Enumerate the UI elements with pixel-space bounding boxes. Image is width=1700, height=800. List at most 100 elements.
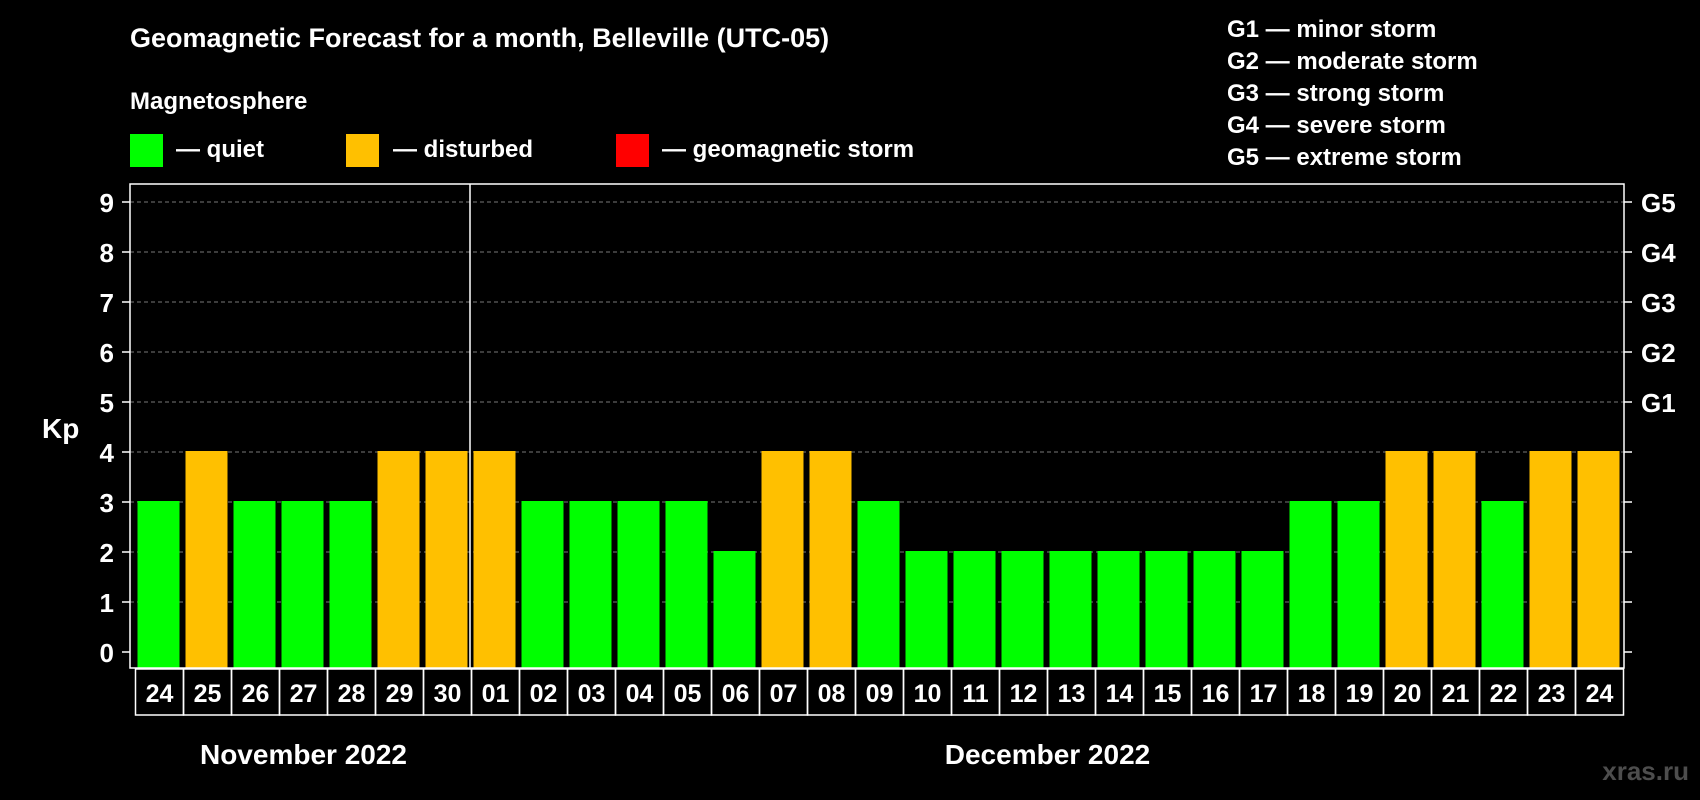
- legend-label-quiet: — quiet: [176, 136, 264, 163]
- y-tick-label: 2: [100, 538, 114, 568]
- bar: [1049, 551, 1092, 668]
- watermark: xras.ru: [1602, 756, 1689, 786]
- bar: [809, 451, 852, 668]
- y-tick-label: 1: [100, 588, 114, 618]
- x-tick-label: 17: [1250, 680, 1278, 708]
- month-label: November 2022: [200, 739, 407, 770]
- x-tick-label: 02: [530, 680, 558, 708]
- bar: [1433, 451, 1476, 668]
- bar: [329, 501, 372, 668]
- x-tick-label: 28: [338, 680, 366, 708]
- y-tick-label: 0: [100, 638, 114, 668]
- bar: [425, 451, 468, 668]
- bar: [1097, 551, 1140, 668]
- x-tick-label: 07: [770, 680, 798, 708]
- x-tick-label: 30: [434, 680, 462, 708]
- legend-swatch-disturbed: [346, 134, 379, 167]
- right-tick-label: G3: [1641, 288, 1676, 318]
- x-tick-label: 04: [626, 680, 654, 708]
- y-tick-label: 8: [100, 238, 114, 268]
- x-cell: [1574, 668, 1625, 716]
- right-tick-label: G4: [1641, 238, 1676, 268]
- x-tick-label: 27: [290, 680, 318, 708]
- storm-scale-g4: G4 — severe storm: [1227, 112, 1446, 139]
- plot-frame: [129, 183, 1625, 669]
- x-tick-label: 22: [1490, 680, 1518, 708]
- y-tick-label: 5: [100, 388, 114, 418]
- bar: [1481, 501, 1524, 668]
- bar: [521, 501, 564, 668]
- x-tick-label: 10: [914, 680, 942, 708]
- bar: [1337, 501, 1380, 668]
- bar: [953, 551, 996, 668]
- x-tick-label: 12: [1010, 680, 1038, 708]
- x-tick-label: 25: [194, 680, 222, 708]
- bar: [1241, 551, 1284, 668]
- x-tick-label: 16: [1202, 680, 1230, 708]
- x-tick-label: 03: [578, 680, 606, 708]
- y-axis-label: Kp: [42, 413, 79, 444]
- x-tick-label: 20: [1394, 680, 1422, 708]
- x-tick-label: 08: [818, 680, 846, 708]
- bar: [137, 501, 180, 668]
- bar: [233, 501, 276, 668]
- y-tick-label: 9: [100, 188, 114, 218]
- bar: [1577, 451, 1620, 668]
- legend: — quiet — disturbed — geomagnetic storm: [130, 134, 914, 167]
- y-tick-label: 7: [100, 288, 114, 318]
- bar: [281, 501, 324, 668]
- bar: [617, 501, 660, 668]
- x-tick-label: 15: [1154, 680, 1182, 708]
- bar: [185, 451, 228, 668]
- x-tick-label: 26: [242, 680, 270, 708]
- bar: [377, 451, 420, 668]
- bar: [665, 501, 708, 668]
- x-tick-label: 24: [1586, 680, 1614, 708]
- right-tick-label: G1: [1641, 388, 1676, 418]
- month-labels: November 2022 December 2022: [200, 739, 1150, 770]
- bar: [713, 551, 756, 668]
- storm-scale-g2: G2 — moderate storm: [1227, 48, 1478, 75]
- y-tick-label: 6: [100, 338, 114, 368]
- chart-title: Geomagnetic Forecast for a month, Bellev…: [130, 23, 829, 53]
- legend-label-disturbed: — disturbed: [393, 136, 533, 163]
- bar: [1193, 551, 1236, 668]
- y-ticks: 0 1 2 3 4 5 6 7 8 9: [100, 188, 130, 668]
- storm-scale-g3: G3 — strong storm: [1227, 80, 1444, 107]
- bar: [1289, 501, 1332, 668]
- legend-label-storm: — geomagnetic storm: [662, 136, 914, 163]
- x-tick-label: 01: [482, 680, 510, 708]
- bar: [1385, 451, 1428, 668]
- right-ticks: G1 G2 G3 G4 G5: [1624, 188, 1676, 653]
- legend-swatch-storm: [616, 134, 649, 167]
- y-tick-label: 4: [100, 438, 115, 468]
- x-tick-label: 24: [146, 680, 174, 708]
- x-axis-cells: 24 25 26 27 28 29 30 01 02 03 04 05 06 07 08 09 10 11 12 13…: [134, 668, 1625, 716]
- bar: [569, 501, 612, 668]
- x-tick-label: 21: [1442, 680, 1470, 708]
- storm-scale-g5: G5 — extreme storm: [1227, 144, 1462, 171]
- right-tick-label: G2: [1641, 338, 1676, 368]
- bar: [1529, 451, 1572, 668]
- storm-scale-legend: G1 — minor storm G2 — moderate storm G3 …: [1227, 16, 1478, 171]
- legend-title: Magnetosphere: [130, 88, 307, 115]
- x-tick-label: 05: [674, 680, 702, 708]
- x-tick-label: 29: [386, 680, 414, 708]
- y-tick-label: 3: [100, 488, 114, 518]
- legend-swatch-quiet: [130, 134, 163, 167]
- x-tick-label: 09: [866, 680, 894, 708]
- x-tick-label: 23: [1538, 680, 1566, 708]
- x-tick-label: 14: [1106, 680, 1134, 708]
- month-label: December 2022: [945, 739, 1150, 770]
- bar: [1001, 551, 1044, 668]
- bars: [137, 451, 1620, 668]
- x-tick-label: 18: [1298, 680, 1326, 708]
- bar: [761, 451, 804, 668]
- bar: [857, 501, 900, 668]
- x-tick-label: 19: [1346, 680, 1374, 708]
- bar: [905, 551, 948, 668]
- x-tick-label: 11: [962, 680, 989, 708]
- x-tick-label: 13: [1058, 680, 1086, 708]
- right-tick-label: G5: [1641, 188, 1676, 218]
